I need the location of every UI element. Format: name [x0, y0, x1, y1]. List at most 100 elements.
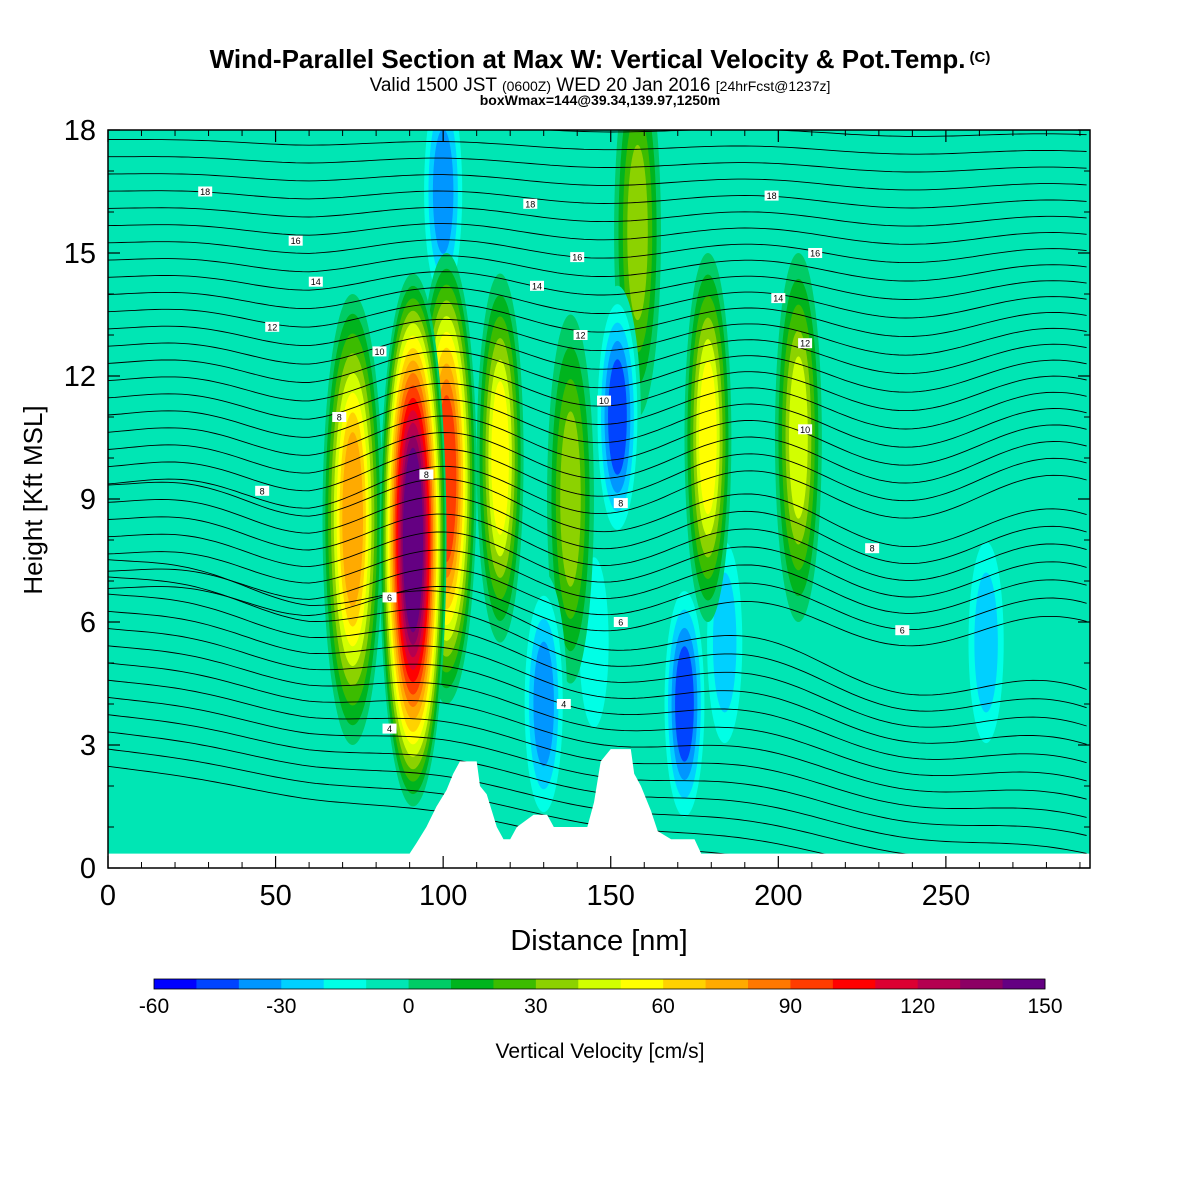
theta-label-box [255, 485, 270, 496]
colorbar-swatch [578, 979, 622, 989]
theta-label-box [288, 235, 303, 246]
colorbar-swatch [960, 979, 1004, 989]
theta-label-text: 6 [900, 626, 905, 636]
theta-isentrope [108, 549, 1087, 614]
theta-label: 6 [613, 617, 628, 628]
theta-label-text: 18 [767, 191, 777, 201]
theta-isentrope [108, 190, 1087, 209]
theta-label-box [308, 276, 323, 287]
colorbar-swatch [323, 979, 367, 989]
theta-label: 12 [798, 338, 813, 349]
y-tick-label: 12 [64, 361, 96, 393]
theta-label-box [597, 395, 612, 406]
theta-label: 16 [570, 252, 585, 263]
velocity-cell [962, 511, 1010, 774]
theta-label-box [372, 346, 387, 357]
theta-label-text: 10 [374, 347, 384, 357]
theta-label-text: 18 [200, 187, 210, 197]
velocity-band [627, 144, 648, 321]
x-tick-label: 0 [100, 880, 116, 912]
y-axis-label: Height [Kft MSL] [18, 405, 48, 594]
theta-isentrope [108, 513, 1087, 581]
theta-label: 8 [332, 412, 347, 423]
colorbar-tick-label: 30 [524, 995, 547, 1018]
velocity-band [974, 572, 998, 713]
theta-label-text: 18 [525, 199, 535, 209]
x-tick-label: 250 [922, 880, 970, 912]
theta-label-text: 16 [810, 249, 820, 259]
theta-label-text: 14 [311, 277, 321, 287]
theta-label: 12 [265, 321, 280, 332]
theta-isentrope [541, 130, 1087, 137]
colorbar-swatch [748, 979, 791, 989]
theta-label: 8 [613, 498, 628, 509]
theta-label-box [613, 498, 628, 509]
y-tick-label: 3 [80, 730, 96, 762]
colorbar-tick-label: 0 [403, 995, 415, 1018]
theta-label-box [798, 338, 813, 349]
velocity-cell [322, 294, 383, 745]
colorbar-swatch [451, 979, 494, 989]
velocity-band [402, 447, 424, 633]
colorbar-swatch [620, 979, 664, 989]
velocity-band [608, 359, 627, 475]
x-tick-label: 50 [259, 880, 291, 912]
theta-label: 8 [255, 485, 270, 496]
y-tick-label: 6 [80, 607, 96, 639]
colorbar-swatch [663, 979, 707, 989]
colorbar: -60 -30 0 30 60 90 120 150 [139, 978, 1063, 1018]
theta-isentrope [108, 173, 1087, 191]
theta-label-text: 6 [618, 618, 623, 628]
theta-label-text: 4 [561, 700, 566, 710]
theta-isentrope [108, 239, 1087, 264]
theta-label-text: 16 [572, 253, 582, 263]
chart-title-text: Wind-Parallel Section at Max W: Vertical… [209, 44, 966, 74]
velocity-band [675, 646, 694, 762]
x-tick-label: 100 [419, 880, 467, 912]
theta-label-box [764, 190, 779, 201]
theta-isentrope [108, 334, 1087, 375]
colorbar-swatch [281, 979, 325, 989]
theta-label: 4 [556, 699, 571, 710]
theta-isentrope [108, 679, 1087, 818]
copyright-mark: (C) [969, 49, 991, 66]
colorbar-tick-label: 60 [651, 995, 674, 1018]
theta-label-text: 8 [260, 486, 265, 496]
colorbar-swatch [875, 979, 919, 989]
theta-label-text: 12 [267, 322, 277, 332]
theta-label: 4 [382, 723, 397, 734]
colorbar-swatch [535, 979, 579, 989]
velocity-band [712, 572, 737, 713]
theta-isentrope [108, 223, 1087, 245]
theta-label-box [523, 198, 538, 209]
theta-label-text: 8 [337, 413, 342, 423]
theta-isentrope [108, 645, 1087, 782]
theta-label: 16 [808, 248, 823, 259]
velocity-cell [684, 253, 732, 622]
theta-isentrope [108, 318, 1087, 356]
theta-isentrope [108, 593, 1087, 728]
theta-label-text: 12 [800, 339, 810, 349]
theta-label-text: 6 [387, 593, 392, 603]
theta-isentrope [108, 448, 1087, 502]
colorbar-frame [153, 978, 1046, 990]
theta-label-text: 10 [599, 396, 609, 406]
theta-isentrope [108, 139, 1087, 155]
colorbar-tick-label: 120 [900, 995, 935, 1018]
theta-isentrope [108, 350, 1087, 393]
x-tick-label: 150 [587, 880, 635, 912]
y-tick-label: 9 [80, 484, 96, 516]
theta-isentrope [108, 567, 1087, 631]
theta-label-text: 4 [387, 724, 392, 734]
theta-label: 16 [288, 235, 303, 246]
theta-isentrope [108, 287, 1087, 319]
theta-label: 18 [764, 190, 779, 201]
theta-label-box [382, 592, 397, 603]
velocity-cell [379, 273, 447, 807]
terrain [108, 749, 1090, 868]
colorbar-swatch [238, 979, 282, 989]
x-axis-label: Distance [nm] [510, 925, 687, 957]
colorbar-swatch [493, 979, 537, 989]
theta-label-box [573, 330, 588, 340]
colorbar-swatch [408, 979, 452, 989]
